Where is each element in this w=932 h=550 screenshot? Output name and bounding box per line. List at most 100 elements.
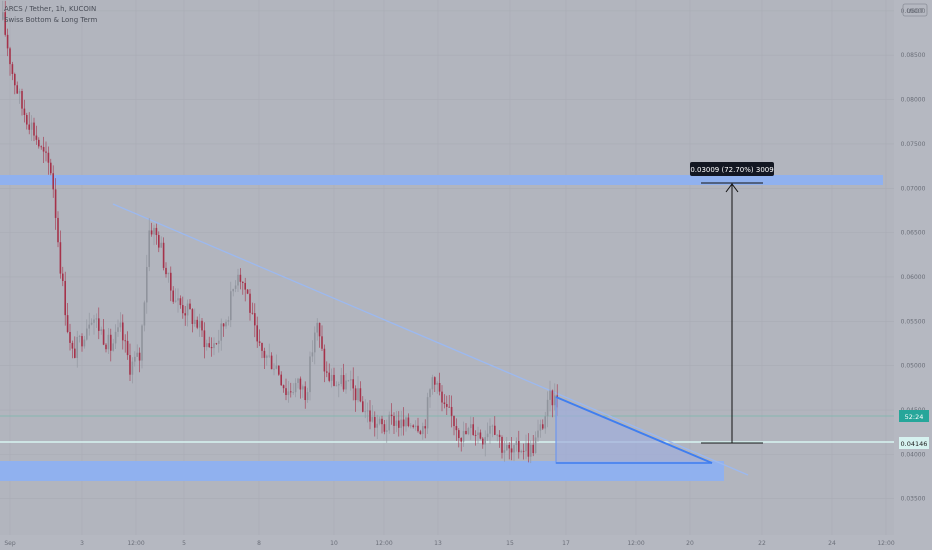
candle-body (275, 365, 278, 369)
candle-body (297, 378, 299, 383)
price-tick-label: 0.04000 (901, 451, 926, 458)
support-zone[interactable] (0, 461, 724, 481)
candle-body (117, 327, 119, 332)
candle-body (95, 318, 98, 320)
candle-body (227, 320, 230, 322)
candle-body (16, 85, 18, 94)
price-tick-label: 0.07500 (901, 141, 926, 148)
candle-body (213, 343, 215, 349)
candle-body (292, 392, 294, 394)
candle-body (136, 352, 138, 357)
candle-body (316, 322, 318, 333)
candle-body (42, 146, 45, 152)
time-tick-label: 3 (80, 540, 84, 547)
price-tick-label: 0.06500 (901, 230, 926, 237)
candle-body (549, 390, 551, 400)
candle-body (40, 146, 42, 148)
candle-body (342, 375, 345, 390)
candle-body (484, 437, 486, 445)
candle-body (333, 374, 335, 386)
candle-body (21, 91, 23, 109)
candle-body (398, 420, 400, 428)
candle-body (162, 242, 165, 268)
candle-body (256, 325, 258, 342)
candle-body (232, 288, 234, 292)
candle-body (131, 361, 134, 375)
candle-body (287, 391, 290, 396)
candle-body (410, 425, 412, 427)
candle-body (244, 282, 246, 290)
candle-body (18, 91, 21, 94)
candle-body (546, 399, 549, 417)
candle-body (285, 388, 287, 396)
price-tick-label: 0.03500 (901, 496, 926, 503)
candle-body (438, 382, 441, 392)
candle-body (122, 322, 124, 341)
candle-body (472, 424, 474, 435)
candle-body (501, 437, 503, 453)
candle-body (544, 416, 546, 429)
candle-body (215, 343, 218, 345)
candle-body (520, 450, 522, 453)
candle-body (393, 415, 395, 426)
candle-body (261, 342, 263, 351)
resistance-zone[interactable] (0, 175, 883, 185)
candle-body (424, 426, 426, 429)
candle-body (304, 386, 306, 401)
time-tick-label: 12:00 (877, 540, 894, 547)
candle-body (465, 430, 467, 435)
time-tick-label: 10 (330, 540, 338, 547)
candle-body (441, 391, 443, 403)
countdown-text: 52:24 (905, 413, 924, 421)
candle-body (450, 406, 453, 416)
candle-body (525, 443, 527, 452)
time-tick-label: 8 (257, 540, 261, 547)
descending-trendline[interactable] (112, 203, 749, 476)
candle-body (100, 329, 102, 331)
candle-body (237, 274, 239, 286)
candle-body (532, 444, 534, 454)
candle-body (510, 448, 513, 453)
candle-body (124, 340, 126, 342)
time-tick-label: 15 (506, 540, 514, 547)
candle-body (234, 285, 237, 289)
candle-body (530, 444, 532, 457)
candle-body (534, 437, 537, 454)
candle-body (273, 368, 275, 370)
candle-body (417, 425, 419, 432)
candle-body (491, 425, 494, 427)
candle-body (170, 272, 172, 291)
candle-body (93, 319, 95, 323)
candle-body (494, 425, 496, 435)
candle-body (225, 321, 227, 327)
candle-body (407, 417, 410, 427)
candle-body (345, 380, 347, 390)
candle-body (321, 336, 323, 349)
candle-body (126, 340, 129, 356)
candle-body (388, 414, 390, 431)
last-price-badge (899, 437, 929, 449)
candle-body (278, 365, 280, 375)
price-tick-label: 0.08000 (901, 97, 926, 104)
candle-body (78, 336, 81, 337)
candle-body (395, 420, 398, 426)
candle-body (150, 230, 153, 235)
candle-body (258, 341, 261, 343)
candle-body (383, 424, 386, 432)
candle-body (6, 34, 9, 49)
candle-body (467, 428, 470, 435)
candle-body (436, 382, 438, 385)
candle-body (474, 434, 477, 436)
currency-badge[interactable] (902, 3, 928, 17)
candle-body (302, 386, 304, 390)
candle-body (222, 323, 225, 327)
candle-body (50, 162, 52, 174)
candle-body (54, 189, 57, 218)
candle-body (470, 424, 472, 429)
time-tick-label: 5 (182, 540, 186, 547)
candle-body (496, 434, 498, 436)
candle-body (280, 374, 282, 386)
candle-body (515, 440, 518, 446)
candle-body (330, 374, 333, 381)
